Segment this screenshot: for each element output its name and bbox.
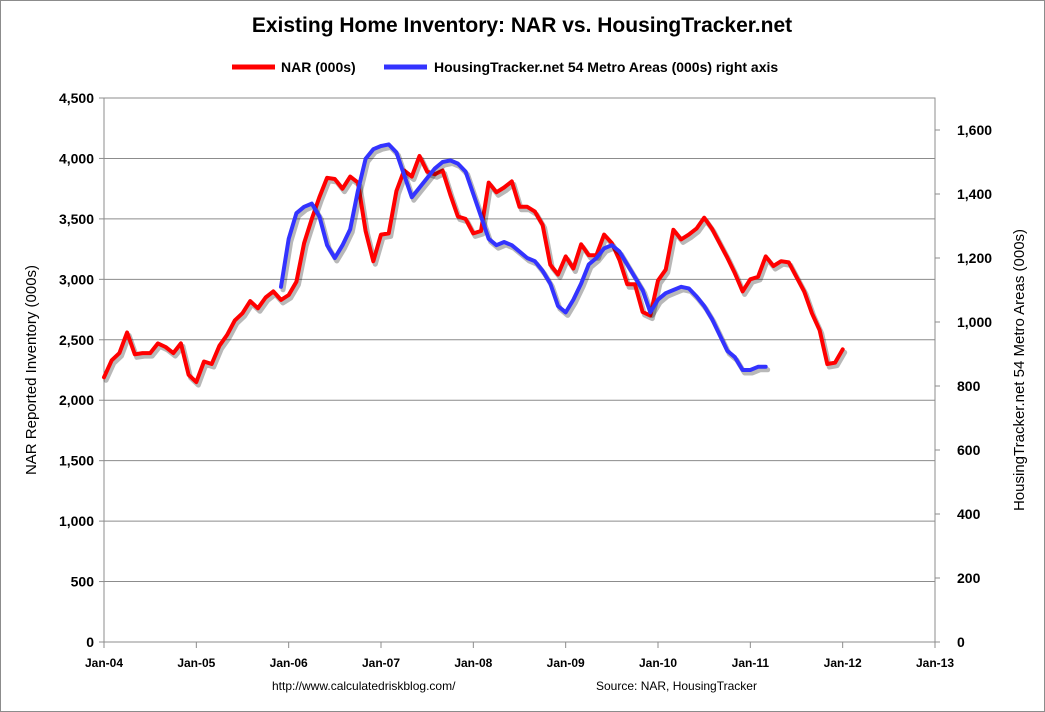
x-tick-label: Jan-08 [454,656,492,670]
x-tick-label: Jan-06 [270,656,308,670]
y2-tick-label: 0 [957,634,965,650]
chart-title: Existing Home Inventory: NAR vs. Housing… [252,14,792,37]
series-line-housingtracker [279,142,768,372]
y-tick-label: 2,500 [59,332,94,348]
y-tick-label: 3,500 [59,211,94,227]
y2-tick-label: 200 [957,570,981,586]
plot-area [103,97,936,643]
legend-label-nar: NAR (000s) [281,59,356,75]
y-tick-label: 2,000 [59,392,94,408]
series-line-nar [102,154,845,385]
series-layer [102,142,848,388]
x-axis-ticks: Jan-04 Jan-05 Jan-06 Jan-07 Jan-08 Jan-09 Jan-… [85,642,954,670]
y2-tick-label: 1,400 [957,186,992,202]
x-tick-label: Jan-11 [732,656,770,670]
y2-axis-ticks: 0 200 400 600 800 1,000 1,200 1,400 1,600 [935,122,992,650]
gridlines [104,97,935,583]
y2-tick-label: 1,600 [957,122,992,138]
y-tick-label: 4,500 [59,90,94,106]
y2-tick-label: 800 [957,378,981,394]
y2-axis-label: HousingTracker.net 54 Metro Areas (000s) [1011,229,1028,511]
y2-tick-label: 1,200 [957,250,992,266]
x-tick-label: Jan-09 [547,656,585,670]
x-tick-label: Jan-04 [85,656,123,670]
x-tick-label: Jan-05 [177,656,215,670]
y-tick-label: 4,000 [59,150,94,166]
y2-tick-label: 400 [957,506,981,522]
y2-tick-label: 600 [957,442,981,458]
y-tick-label: 3,000 [59,271,94,287]
x-tick-label: Jan-13 [916,656,954,670]
y2-tick-label: 1,000 [957,314,992,330]
legend: NAR (000s) HousingTracker.net 54 Metro A… [232,59,778,75]
x-tick-label: Jan-10 [639,656,677,670]
y-tick-label: 0 [86,634,94,650]
x-tick-label: Jan-07 [362,656,400,670]
y-axis-ticks: 0 500 1,000 1,500 2,000 2,500 3,000 3,500 4,000 4… [59,90,104,650]
y-tick-label: 1,000 [59,513,94,529]
footer-source-credit: Source: NAR, HousingTracker [596,679,757,693]
y-tick-label: 1,500 [59,453,94,469]
x-tick-label: Jan-12 [824,656,862,670]
legend-label-housingtracker: HousingTracker.net 54 Metro Areas (000s)… [434,59,778,75]
footer-source-url: http://www.calculatedriskblog.com/ [272,679,456,693]
y-axis-label: NAR Reported Inventory (000s) [23,265,40,475]
y-tick-label: 500 [71,574,95,590]
